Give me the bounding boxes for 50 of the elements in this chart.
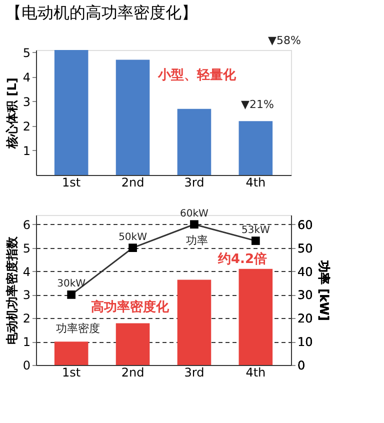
x-tick-label: 4th bbox=[246, 366, 266, 380]
y-tick-label: 1 bbox=[22, 335, 30, 350]
y-tick-label: 3 bbox=[22, 288, 30, 302]
x-tick-label: 3rd bbox=[184, 176, 204, 190]
text: ▼58% bbox=[268, 34, 301, 47]
annotation: 功率 bbox=[186, 234, 208, 247]
y2-tick-label: 30 bbox=[298, 288, 313, 302]
annotation: 功率密度 bbox=[56, 322, 100, 335]
y-axis-title: 核心体积 [L] bbox=[4, 78, 19, 150]
x-tick-label: 3rd bbox=[184, 366, 204, 380]
y2-axis-title: 功率 [kW] bbox=[316, 259, 331, 321]
y2-tick-label: 40 bbox=[298, 264, 313, 279]
data-label: 30kW bbox=[57, 278, 86, 290]
x-tick-label: 4th bbox=[246, 176, 266, 190]
y2-tick-label: 20 bbox=[298, 312, 313, 326]
y-axis-title: 电动机功率密度指数 bbox=[4, 236, 19, 344]
bar bbox=[177, 280, 212, 365]
x-tick-label: 2nd bbox=[121, 366, 144, 380]
bar bbox=[116, 323, 150, 365]
y-tick-label: 2 bbox=[22, 119, 30, 134]
annotation: 约4.2倍 bbox=[217, 251, 268, 267]
y-tick-label: 3 bbox=[22, 94, 30, 109]
y-tick-label: 5 bbox=[22, 46, 30, 60]
y-tick-label: 0 bbox=[22, 358, 30, 372]
x-tick-label: 2nd bbox=[121, 176, 144, 190]
y-tick-label: 4 bbox=[22, 264, 30, 279]
annotation: 小型、轻量化 bbox=[157, 68, 237, 83]
data-label: 50kW bbox=[118, 232, 148, 243]
bar bbox=[116, 60, 150, 175]
x-tick-label: 1st bbox=[62, 366, 81, 380]
y2-tick-label: 10 bbox=[298, 335, 313, 350]
y2-tick-label: 50 bbox=[298, 241, 313, 256]
y-tick-label: 1 bbox=[22, 144, 30, 158]
data-label: 60kW bbox=[180, 208, 209, 220]
y-tick-label: 4 bbox=[22, 70, 30, 84]
x-tick-label: 1st bbox=[62, 176, 81, 190]
y2-tick-label: 0 bbox=[298, 358, 306, 372]
y-tick-label: 5 bbox=[22, 241, 30, 256]
bar bbox=[238, 121, 273, 175]
data-label: 53kW bbox=[241, 224, 270, 236]
annotation: 高功率密度化 bbox=[91, 299, 170, 315]
bar bbox=[54, 342, 88, 365]
bar bbox=[54, 50, 88, 175]
bar bbox=[238, 268, 273, 365]
bar bbox=[177, 108, 212, 175]
y2-tick-label: 60 bbox=[298, 218, 313, 232]
annotation: ▼21% bbox=[241, 98, 274, 111]
y-tick-label: 6 bbox=[22, 218, 30, 232]
chart-title: 【电动机的高功率密度化】 bbox=[5, 3, 198, 22]
y-tick-label: 2 bbox=[22, 312, 30, 326]
